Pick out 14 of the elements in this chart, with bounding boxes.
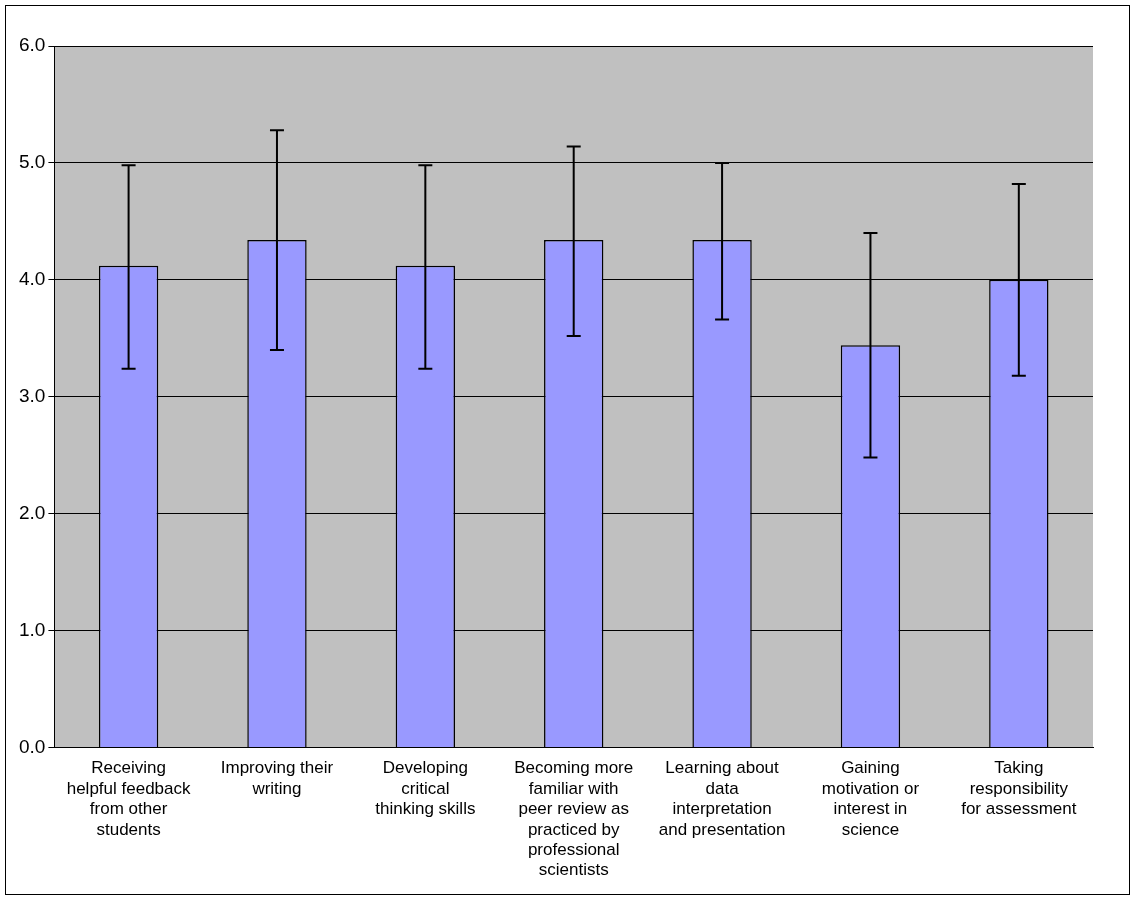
- y-tick-label: 3.0: [18, 385, 46, 407]
- y-tick-label: 2.0: [18, 501, 46, 523]
- x-tick-label: Gaining motivation or interest in science: [821, 758, 920, 839]
- y-tick-label: 4.0: [18, 268, 46, 290]
- x-tick-label: Receiving helpful feedback from other students: [66, 758, 191, 839]
- x-tick-label: Learning about data interpretation and presentation: [658, 758, 786, 839]
- x-tick-label: Developing critical thinking skills: [375, 758, 476, 819]
- y-tick-label: 0.0: [18, 735, 46, 757]
- x-tick-label: Improving their writing: [220, 758, 334, 798]
- x-tick-label: Taking responsibility for assessment: [961, 758, 1077, 819]
- x-tick-label: Becoming more familiar with peer review as practiced by professional scientists: [514, 758, 634, 880]
- y-tick-label: 5.0: [18, 151, 46, 173]
- y-tick-label: 6.0: [18, 34, 46, 56]
- y-tick-label: 1.0: [18, 618, 46, 640]
